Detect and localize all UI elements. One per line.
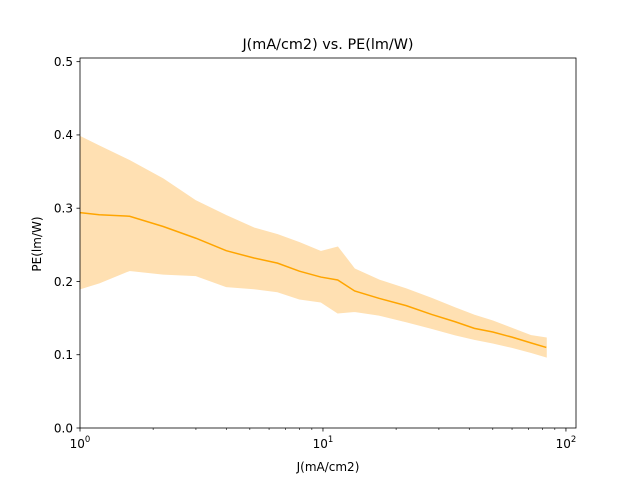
x-axis-label: J(mA/cm2) <box>296 460 360 474</box>
plot-area <box>79 135 547 358</box>
chart-title: J(mA/cm2) vs. PE(lm/W) <box>241 37 413 53</box>
axes-frame <box>79 57 577 429</box>
x-tick-label: 102 <box>556 435 577 451</box>
y-tick-label: 0.2 <box>54 275 73 289</box>
x-axis: 100 101 102 <box>70 428 577 451</box>
y-tick-label: 0.1 <box>54 348 73 362</box>
y-axis: 0.0 0.1 0.2 0.3 0.4 0.5 <box>54 55 80 435</box>
y-tick-label: 0.4 <box>54 128 73 142</box>
y-tick-label: 0.0 <box>54 421 73 435</box>
y-axis-label: PE(lm/W) <box>30 216 44 271</box>
y-tick-label: 0.5 <box>54 55 73 69</box>
series-line <box>79 211 547 349</box>
x-tick-label: 100 <box>70 435 91 451</box>
y-tick-label: 0.3 <box>54 201 73 215</box>
x-tick-label: 101 <box>313 435 334 451</box>
confidence-band <box>79 135 547 358</box>
